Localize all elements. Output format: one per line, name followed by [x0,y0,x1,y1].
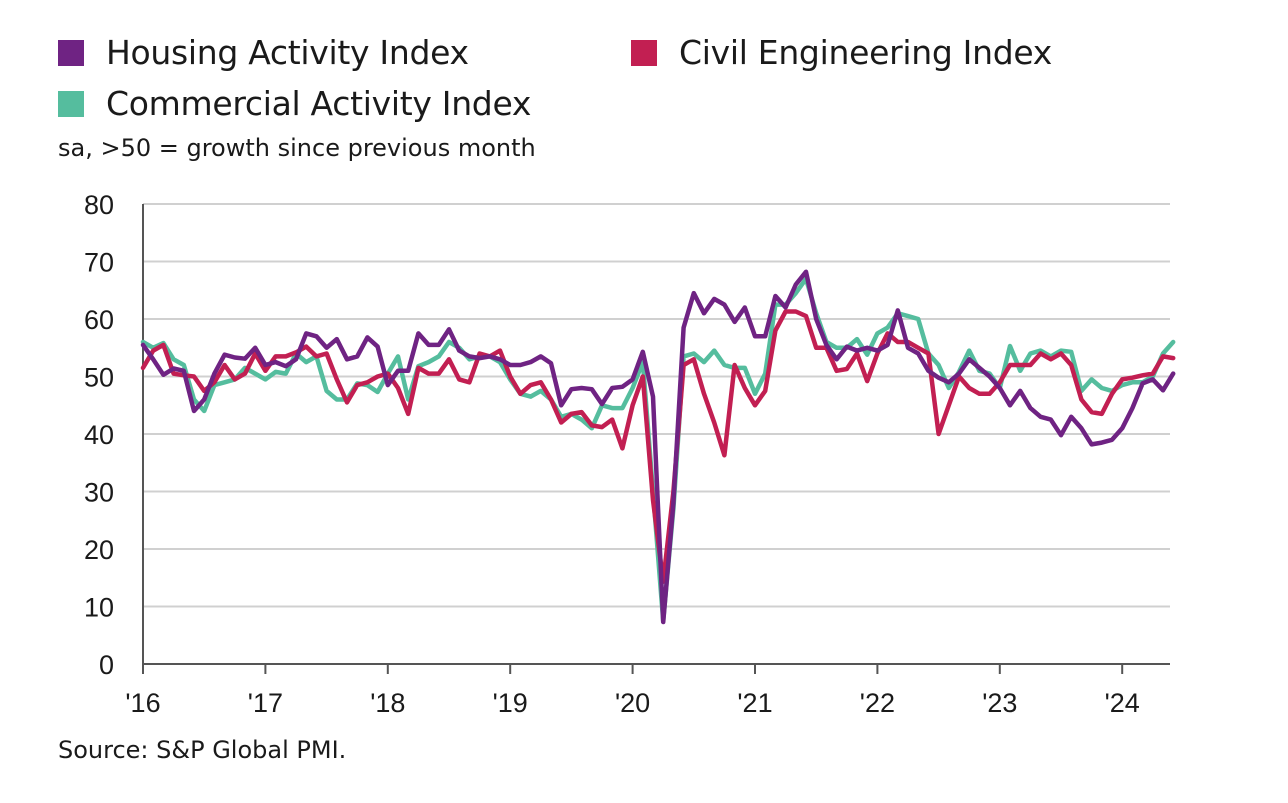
x-tick-label-2: '18 [370,688,405,718]
x-tick-label-7: '23 [982,688,1017,718]
y-tick-label-80: 80 [84,190,114,220]
y-tick-label-30: 30 [84,478,114,508]
legend-label-housing: Housing Activity Index [106,33,469,72]
legend-label-civil-engineering: Civil Engineering Index [679,33,1053,72]
legend-swatch-housing [58,39,84,66]
x-tick-label-1: '17 [248,688,283,718]
x-tick-label-5: '21 [737,688,772,718]
y-tick-label-0: 0 [99,650,114,680]
chart-note: sa, >50 = growth since previous month [58,134,536,162]
legend-swatch-commercial [58,90,84,117]
y-tick-label-70: 70 [84,248,114,278]
series-line-commercial-activity-index [140,276,1176,624]
y-tick-label-20: 20 [84,535,114,565]
y-tick-label-40: 40 [84,420,114,450]
legend-item-civil-engineering: Civil Engineering Index [631,33,1052,72]
y-tick-label-60: 60 [84,305,114,335]
legend-label-commercial: Commercial Activity Index [106,84,532,123]
x-tick-label-3: '19 [493,688,528,718]
x-tick-label-8: '24 [1105,688,1140,718]
x-tick-label-0: '16 [125,688,160,718]
x-tick-label-6: '22 [860,688,895,718]
source-note: Source: S&P Global PMI. [58,736,347,764]
legend-item-housing: Housing Activity Index [58,33,469,72]
legend-swatch-civil-engineering [631,39,657,66]
x-tick-label-4: '20 [615,688,650,718]
series-line-housing-activity-index [140,269,1176,625]
legend-item-commercial: Commercial Activity Index [58,84,531,123]
y-tick-label-10: 10 [84,593,114,623]
y-tick-label-50: 50 [84,363,114,393]
